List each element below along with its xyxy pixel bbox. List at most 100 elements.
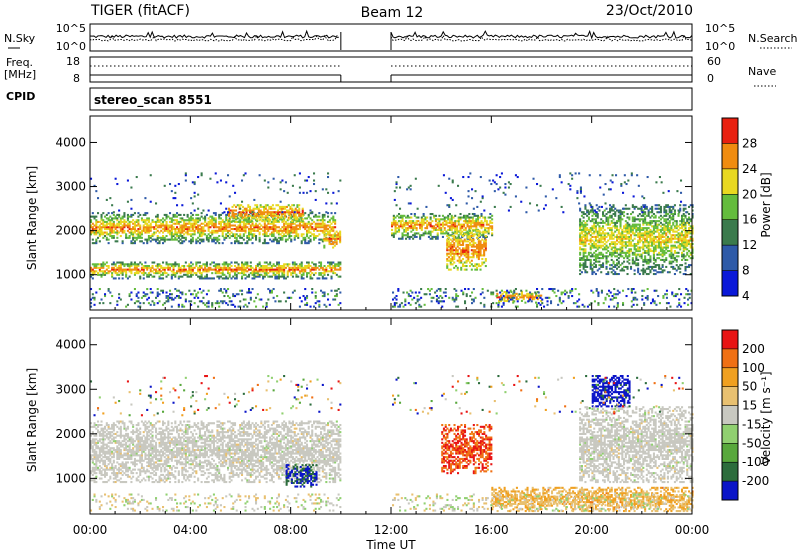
power-cell bbox=[300, 242, 303, 245]
power-cell bbox=[624, 243, 627, 246]
power-cell bbox=[675, 230, 678, 233]
power-cell bbox=[677, 213, 680, 216]
power-cell bbox=[174, 265, 177, 268]
power-cell bbox=[235, 229, 238, 232]
power-cell bbox=[612, 225, 615, 228]
power-cell bbox=[672, 207, 675, 210]
power-cell bbox=[600, 237, 603, 240]
power-cell bbox=[291, 270, 294, 273]
power-cell bbox=[132, 236, 135, 239]
power-cell bbox=[252, 209, 255, 212]
power-cell bbox=[594, 265, 597, 268]
power-cell bbox=[246, 235, 249, 238]
power-cell bbox=[661, 253, 664, 256]
power-cell bbox=[644, 237, 647, 240]
power-cell bbox=[142, 277, 145, 280]
power-cell bbox=[144, 272, 147, 275]
power-cell bbox=[332, 191, 335, 194]
power-cell bbox=[621, 250, 624, 253]
power-cell bbox=[610, 230, 613, 233]
power-cell bbox=[242, 226, 245, 229]
power-cell bbox=[93, 184, 96, 187]
power-cell bbox=[128, 270, 131, 273]
power-cell bbox=[415, 220, 418, 223]
power-cell bbox=[247, 205, 250, 208]
power-cell bbox=[456, 249, 459, 252]
power-cell bbox=[167, 226, 170, 229]
power-cell bbox=[126, 265, 129, 268]
power-cell bbox=[121, 220, 124, 223]
power-cell bbox=[594, 260, 597, 263]
power-cell bbox=[218, 238, 221, 241]
power-cell bbox=[254, 213, 257, 216]
power-cell bbox=[284, 226, 287, 229]
power-cell bbox=[638, 246, 641, 249]
power-cell bbox=[645, 241, 648, 244]
power-cell bbox=[603, 255, 606, 258]
power-cell bbox=[262, 275, 265, 278]
power-cell bbox=[451, 259, 454, 262]
power-cell bbox=[221, 273, 224, 276]
power-cell bbox=[292, 214, 295, 217]
power-cell bbox=[97, 263, 100, 266]
power-cell bbox=[288, 270, 291, 273]
power-cell bbox=[112, 229, 115, 232]
power-cell bbox=[257, 209, 260, 212]
power-cell bbox=[118, 231, 121, 234]
power-cell bbox=[476, 252, 479, 255]
power-cell bbox=[582, 267, 585, 270]
power-cell bbox=[686, 248, 689, 251]
power-cell bbox=[155, 272, 158, 275]
power-cell bbox=[589, 260, 592, 263]
power-cell bbox=[190, 268, 193, 271]
power-cell bbox=[584, 230, 587, 233]
power-cell bbox=[225, 277, 228, 280]
power-cell bbox=[249, 207, 252, 210]
power-cell bbox=[677, 267, 680, 270]
power-cell bbox=[246, 266, 249, 269]
power-cell bbox=[258, 228, 261, 231]
power-cell bbox=[242, 209, 245, 212]
power-cell bbox=[484, 235, 487, 238]
power-cell bbox=[306, 179, 309, 182]
power-cell bbox=[332, 215, 335, 218]
power-cell bbox=[200, 174, 203, 177]
power-cell bbox=[216, 266, 219, 269]
power-cell bbox=[277, 216, 280, 219]
power-cell bbox=[482, 221, 485, 224]
power-cell bbox=[661, 234, 664, 237]
power-cell bbox=[449, 242, 452, 245]
power-cell bbox=[465, 233, 468, 236]
power-cell bbox=[612, 265, 615, 268]
power-cell bbox=[295, 233, 298, 236]
power-cell bbox=[234, 242, 237, 245]
power-cell bbox=[253, 228, 256, 231]
power-cell bbox=[675, 264, 678, 267]
power-cell bbox=[647, 227, 650, 230]
power-cell bbox=[679, 237, 682, 240]
power-cell bbox=[269, 289, 272, 292]
power-cell bbox=[656, 253, 659, 256]
power-cell bbox=[450, 225, 453, 228]
power-cell bbox=[135, 300, 138, 303]
power-cell bbox=[691, 239, 694, 242]
power-cell bbox=[249, 228, 252, 231]
power-cell bbox=[236, 204, 239, 207]
power-cell bbox=[600, 221, 603, 224]
power-cell bbox=[191, 217, 194, 220]
power-cell bbox=[302, 238, 305, 241]
power-cell bbox=[297, 233, 300, 236]
power-cell bbox=[484, 220, 487, 223]
power-cell bbox=[167, 229, 170, 232]
power-cell bbox=[453, 243, 456, 246]
power-cell bbox=[272, 268, 275, 271]
power-cell bbox=[647, 244, 650, 247]
power-cell bbox=[191, 273, 194, 276]
power-cell bbox=[212, 226, 215, 229]
power-cell bbox=[658, 264, 661, 267]
power-cell bbox=[645, 228, 648, 231]
power-cell bbox=[456, 254, 459, 257]
power-cell bbox=[334, 235, 337, 238]
power-cell bbox=[584, 228, 587, 231]
power-cell bbox=[596, 248, 599, 251]
